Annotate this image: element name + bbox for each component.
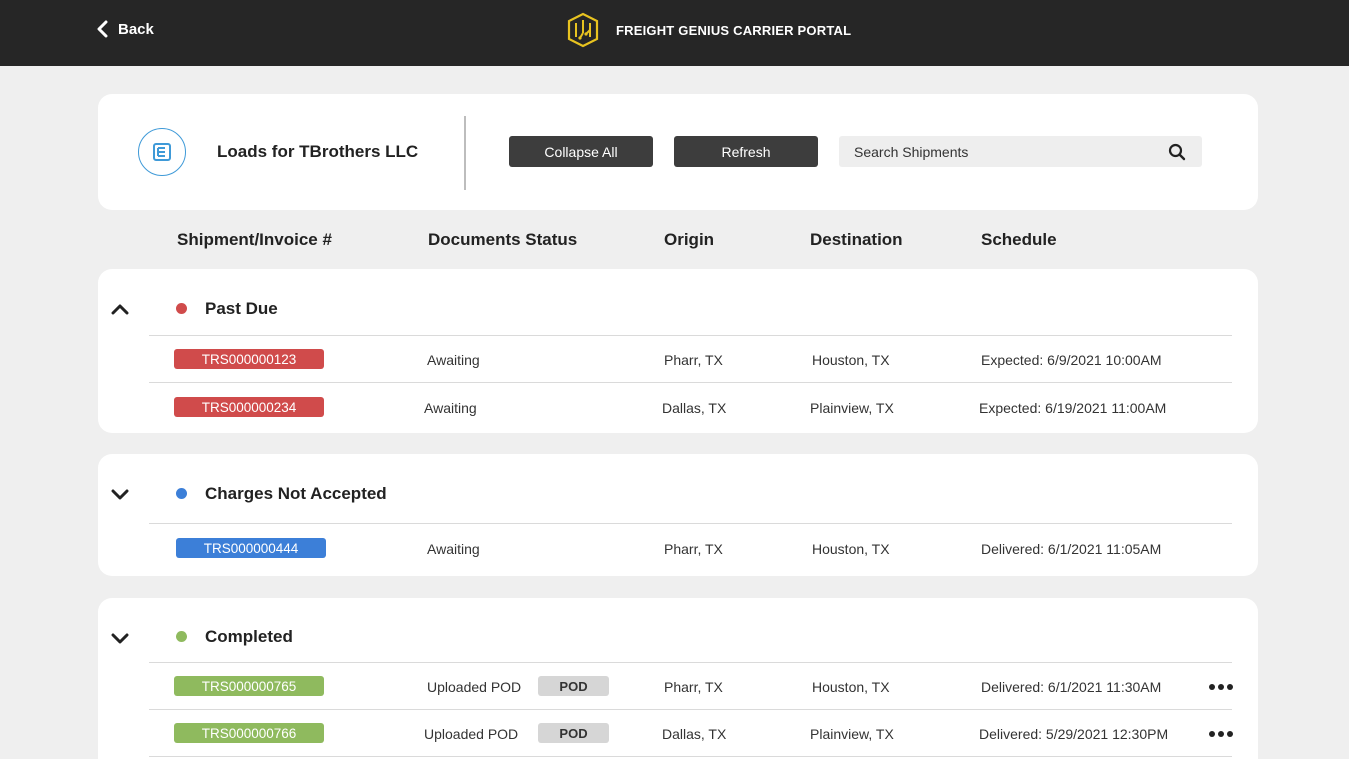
column-header-documents[interactable]: Documents Status [428,230,578,249]
divider [149,382,1232,383]
chevron-up-icon[interactable] [110,301,130,317]
search-icon[interactable] [1168,143,1186,161]
carrier-avatar [138,128,186,176]
more-options-icon[interactable] [1208,682,1234,692]
pod-document-badge[interactable]: POD [538,676,609,696]
destination: Houston, TX [812,541,890,557]
destination: Houston, TX [812,679,890,695]
schedule: Delivered: 6/1/2021 11:05AM [981,541,1162,557]
divider [149,709,1232,710]
group-past-due: Past Due TRS000000123 Awaiting Pharr, TX… [98,269,1258,433]
destination: Plainview, TX [810,726,894,742]
status-dot [176,303,187,314]
table-row[interactable]: TRS000000234 Awaiting Dallas, TX Plainvi… [98,397,1258,421]
chevron-down-icon[interactable] [110,486,130,502]
documents-status: Uploaded POD [427,679,522,695]
search-input[interactable]: Search Shipments [839,136,1202,167]
table-row[interactable]: TRS000000444 Awaiting Pharr, TX Houston,… [98,538,1258,562]
group-title: Past Due [205,299,278,318]
brand: FREIGHT GENIUS CARRIER PORTAL [566,12,851,48]
shipment-id-tag[interactable]: TRS000000766 [174,723,324,743]
origin: Dallas, TX [662,400,727,416]
back-button[interactable]: Back [96,20,154,38]
table-row[interactable]: TRS000000766 Uploaded POD POD Dallas, TX… [98,723,1258,747]
column-header-origin[interactable]: Origin [664,230,715,249]
documents-status: Awaiting [427,352,480,368]
chevron-left-icon [97,20,108,38]
more-options-icon[interactable] [1208,729,1234,739]
divider [464,116,466,190]
back-label: Back [118,20,154,38]
shipment-id-tag[interactable]: TRS000000444 [176,538,326,558]
status-dot [176,488,187,499]
shipment-id-tag[interactable]: TRS000000123 [174,349,324,369]
search-placeholder: Search Shipments [854,143,969,160]
collapse-all-button[interactable]: Collapse All [509,136,653,167]
destination: Plainview, TX [810,400,894,416]
group-charges-not-accepted: Charges Not Accepted TRS000000444 Awaiti… [98,454,1258,576]
page-title: Loads for TBrothers LLC [217,142,419,161]
divider [149,756,1232,757]
status-dot [176,631,187,642]
column-header-schedule[interactable]: Schedule [981,230,1057,249]
top-bar: Back FREIGHT GENIUS CARRIER PORTAL [0,0,1349,66]
company-logo-icon [153,143,171,161]
origin: Pharr, TX [664,352,723,368]
shipment-id-tag[interactable]: TRS000000234 [174,397,324,417]
chevron-down-icon[interactable] [110,630,130,646]
loads-header-card: Loads for TBrothers LLC Collapse All Ref… [98,94,1258,210]
documents-status: Awaiting [424,400,477,416]
refresh-button[interactable]: Refresh [674,136,818,167]
schedule: Expected: 6/9/2021 10:00AM [981,352,1162,368]
table-row[interactable]: TRS000000765 Uploaded POD POD Pharr, TX … [98,676,1258,700]
brand-title: FREIGHT GENIUS CARRIER PORTAL [616,22,852,38]
shipment-id-tag[interactable]: TRS000000765 [174,676,324,696]
table-row[interactable]: TRS000000123 Awaiting Pharr, TX Houston,… [98,349,1258,373]
pod-document-badge[interactable]: POD [538,723,609,743]
group-title: Completed [205,627,293,646]
schedule: Delivered: 5/29/2021 12:30PM [979,726,1169,742]
documents-status: Awaiting [427,541,480,557]
divider [149,662,1232,663]
freight-genius-logo-icon [567,12,599,48]
column-header-shipment[interactable]: Shipment/Invoice # [177,230,332,249]
schedule: Expected: 6/19/2021 11:00AM [979,400,1167,416]
origin: Dallas, TX [662,726,727,742]
documents-status: Uploaded POD [424,726,519,742]
column-header-destination[interactable]: Destination [810,230,903,249]
destination: Houston, TX [812,352,890,368]
divider [149,523,1232,524]
group-title: Charges Not Accepted [205,484,387,503]
origin: Pharr, TX [664,679,723,695]
origin: Pharr, TX [664,541,723,557]
group-completed: Completed TRS000000765 Uploaded POD POD … [98,598,1258,759]
divider [149,335,1232,336]
schedule: Delivered: 6/1/2021 11:30AM [981,679,1162,695]
